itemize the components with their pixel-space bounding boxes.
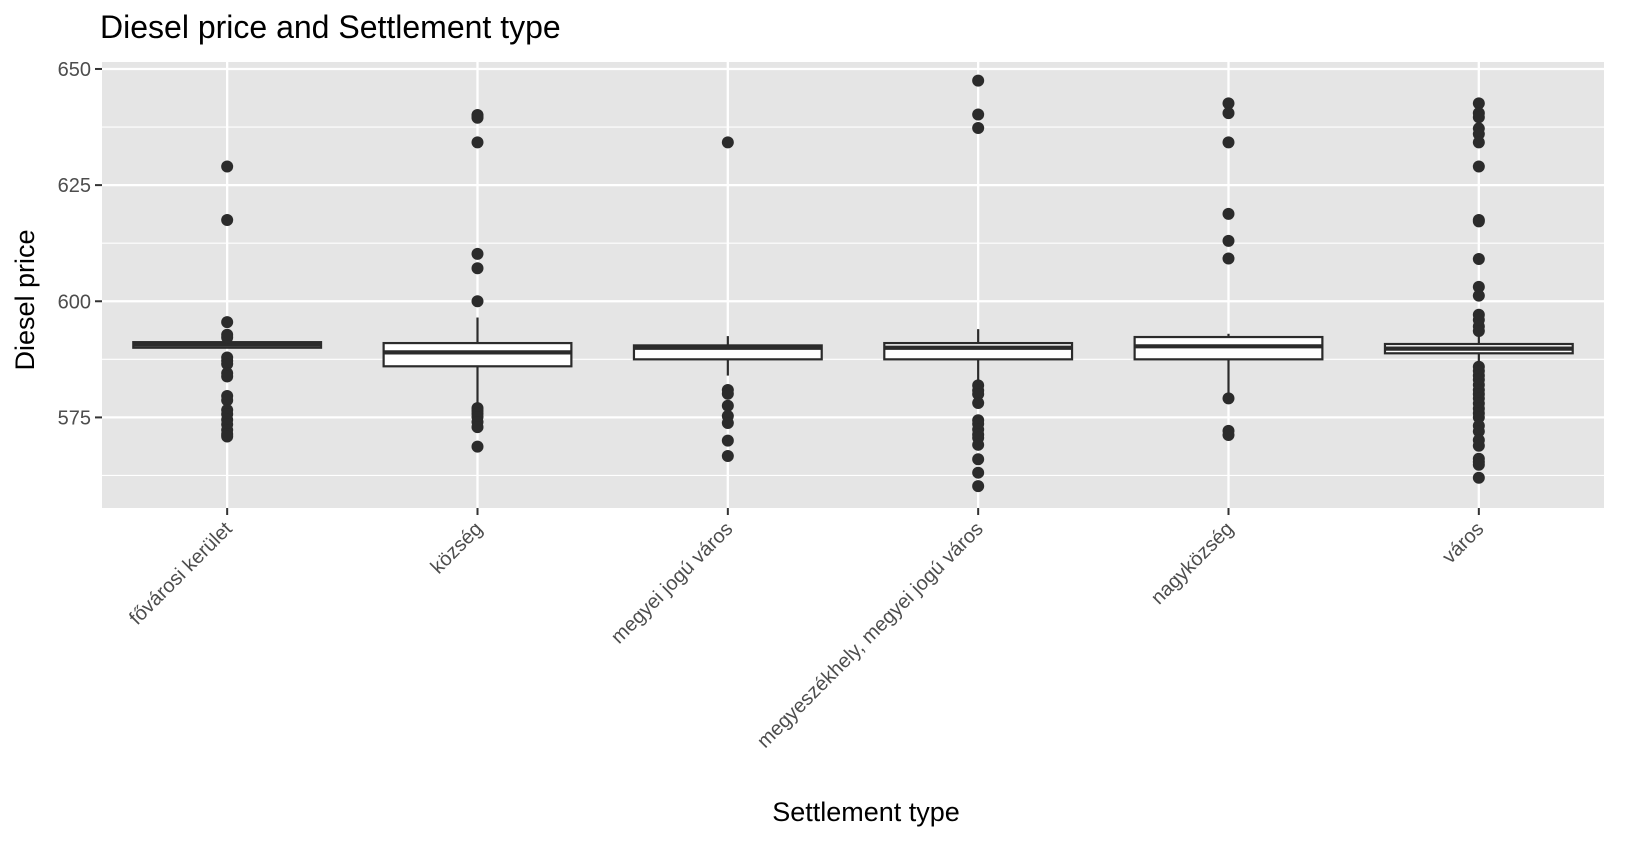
outlier-point (221, 213, 234, 226)
outlier-point (1472, 97, 1485, 110)
outlier-point (1472, 439, 1485, 452)
outlier-point (1222, 392, 1235, 405)
y-tick-label: 600 (58, 291, 91, 313)
outlier-point (471, 136, 484, 149)
x-tick-label: megyeszékhely, megyei jogú város (753, 518, 988, 753)
outlier-point (1472, 111, 1485, 124)
box-group (1133, 97, 1324, 442)
outlier-point (972, 121, 985, 134)
outlier-point (1472, 215, 1485, 228)
outlier-point (1222, 252, 1235, 265)
plot-panel (102, 62, 1604, 508)
box-group (883, 74, 1074, 493)
x-axis-title: Settlement type (772, 797, 960, 827)
outlier-point (1222, 207, 1235, 220)
outlier-point (972, 466, 985, 479)
outlier-point (1472, 289, 1485, 302)
outlier-point (1222, 429, 1235, 442)
chart-title: Diesel price and Settlement type (100, 9, 561, 45)
outlier-point (471, 295, 484, 308)
outlier-point (1472, 425, 1485, 438)
box-layer (132, 74, 1574, 493)
y-tick-label: 650 (58, 59, 91, 81)
y-tick-label: 575 (58, 407, 91, 429)
x-tick-label: megyei jogú város (607, 518, 737, 648)
outlier-point (972, 74, 985, 87)
outlier-point (721, 434, 734, 447)
outlier-point (1472, 280, 1485, 293)
outlier-point (1222, 136, 1235, 149)
outlier-point (221, 160, 234, 173)
outlier-point (972, 453, 985, 466)
outlier-point (972, 397, 985, 410)
outlier-point (972, 388, 985, 401)
outlier-point (221, 430, 234, 443)
outlier-point (1472, 160, 1485, 173)
x-tick-label: város (1438, 518, 1488, 568)
outlier-point (1472, 324, 1485, 337)
outlier-point (1472, 411, 1485, 424)
box-group (632, 136, 823, 462)
outlier-point (471, 111, 484, 124)
outlier-point (221, 394, 234, 407)
outlier-point (972, 480, 985, 493)
outlier-point (221, 357, 234, 370)
outlier-point (221, 370, 234, 383)
outlier-point (1472, 136, 1485, 149)
outlier-point (471, 440, 484, 453)
x-tick-label: nagyközség (1147, 518, 1238, 609)
outlier-point (721, 136, 734, 149)
outlier-point (471, 247, 484, 260)
box-iqr (883, 341, 1074, 361)
outlier-point (721, 387, 734, 400)
outlier-point (1222, 107, 1235, 120)
x-tick-label: fővárosi kerület (125, 518, 237, 630)
outlier-point (1222, 234, 1235, 247)
box-group (382, 108, 573, 453)
outlier-point (221, 316, 234, 329)
x-tick-label: község (427, 518, 487, 578)
outlier-point (221, 331, 234, 344)
y-axis-title: Diesel price (10, 229, 40, 370)
outlier-point (1472, 252, 1485, 265)
outlier-point (1472, 471, 1485, 484)
outlier-point (721, 449, 734, 462)
outlier-point (471, 421, 484, 434)
outlier-point (1472, 458, 1485, 471)
outlier-point (972, 438, 985, 451)
box-group (1383, 97, 1574, 484)
outlier-point (721, 416, 734, 429)
outlier-point (1222, 97, 1235, 110)
outlier-point (972, 108, 985, 121)
outlier-point (471, 262, 484, 275)
outlier-point (721, 399, 734, 412)
y-tick-label: 625 (58, 175, 91, 197)
box-iqr (382, 341, 573, 368)
outlier-point (1472, 128, 1485, 141)
box-group (132, 160, 323, 443)
